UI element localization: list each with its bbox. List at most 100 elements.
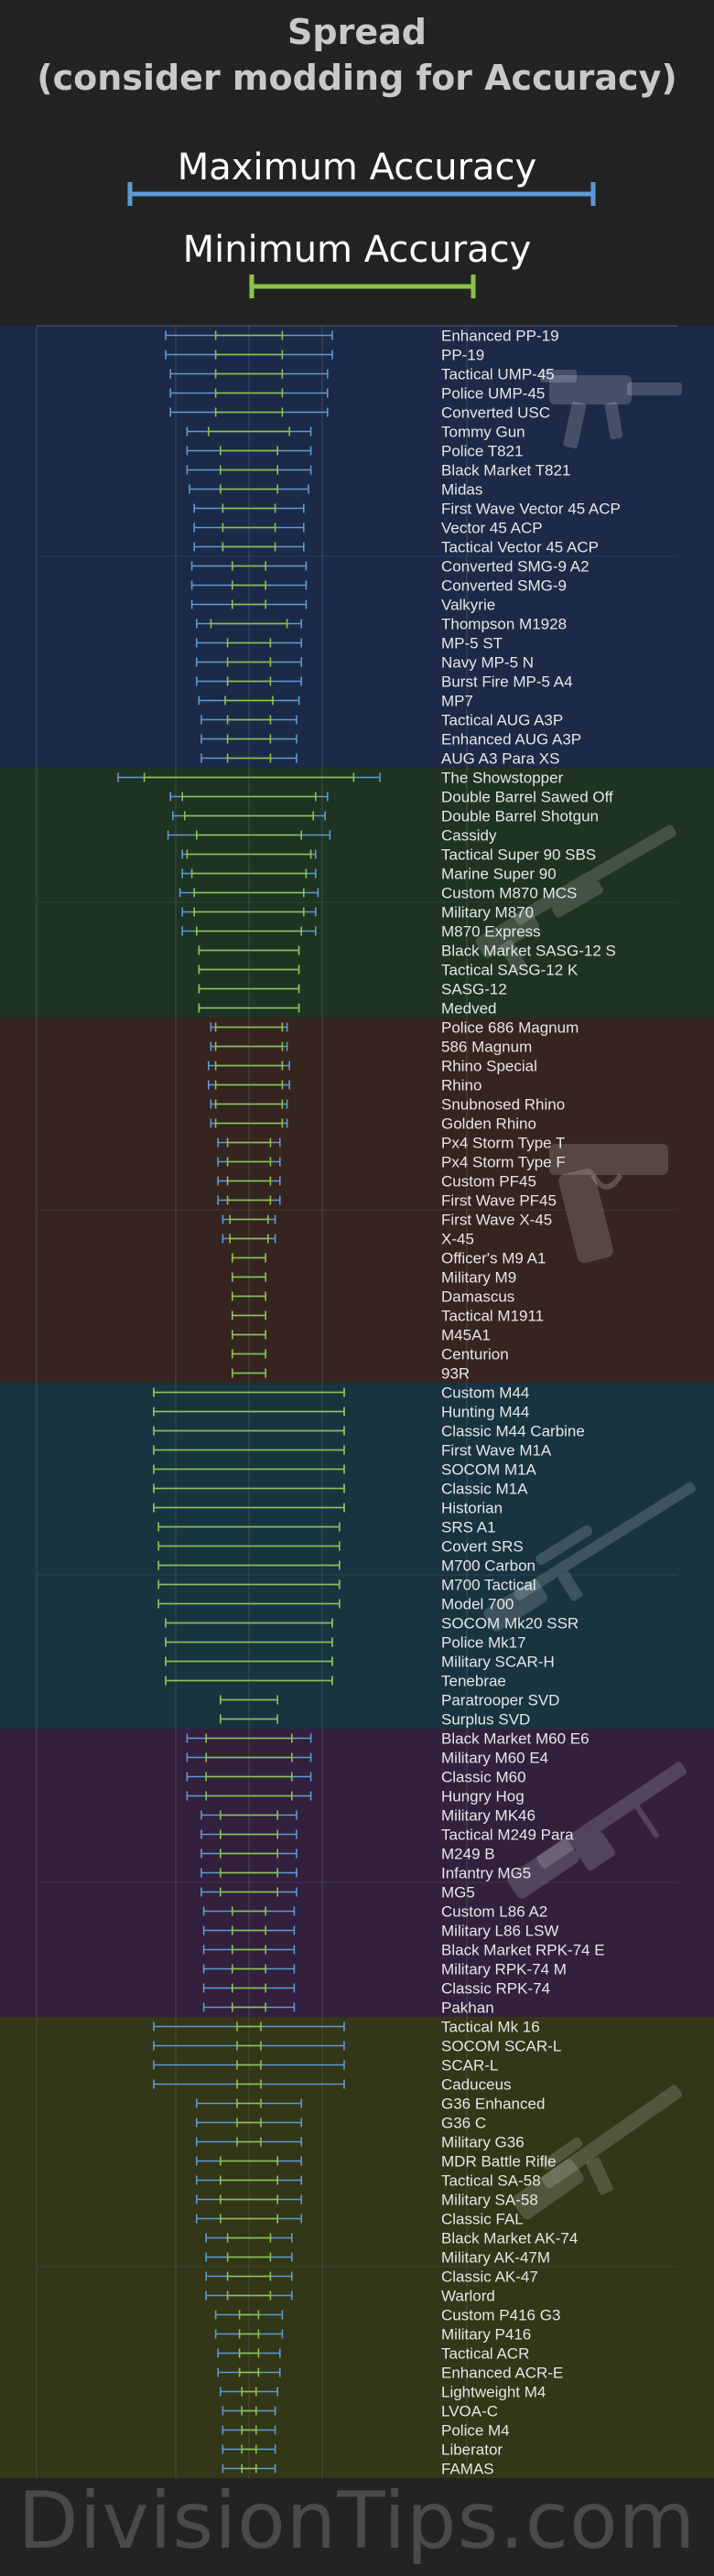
minimum-accuracy-bar-custom-l86-a2 [232,1906,267,1916]
minimum-accuracy-bar-hungry-hog [205,1791,293,1801]
weapon-label-lvoa-c: LVOA-C [441,2403,498,2420]
weapon-label-tactical-m1911: Tactical M1911 [441,1308,544,1325]
weapon-label-black-market-t821: Black Market T821 [441,462,570,480]
minimum-accuracy-bar-model-700 [157,1599,341,1609]
weapon-label-officer-s-m9-a1: Officer's M9 A1 [441,1250,546,1267]
minimum-accuracy-bar-93r [232,1368,267,1378]
weapon-label-x-45: X-45 [441,1231,474,1248]
assault-rifle-silhouette-icon [512,2085,683,2220]
minimum-accuracy-bar-m249-b [220,1848,279,1859]
minimum-accuracy-bar-military-m60-e4 [205,1752,293,1762]
minimum-accuracy-bar-custom-pf45 [226,1176,272,1186]
weapon-label-first-wave-x-45: First Wave X-45 [441,1212,552,1229]
minimum-accuracy-bar-tactical-acr [238,2348,260,2358]
minimum-accuracy-bar-covert-srs [157,1541,341,1551]
weapon-label-sasg-12: SASG-12 [441,981,507,998]
minimum-accuracy-bar-tactical-m1911 [232,1310,267,1320]
weapon-label-historian: Historian [441,1500,503,1517]
weapon-label-police-t821: Police T821 [441,443,523,460]
weapon-label-rhino-special: Rhino Special [441,1058,537,1075]
minimum-accuracy-bar-first-wave-vector-45-acp [222,503,276,513]
weapon-label-rhino: Rhino [441,1077,481,1094]
minimum-accuracy-bar-pp-19 [214,350,284,360]
minimum-accuracy-bar-military-m9 [232,1272,267,1282]
minimum-accuracy-bar-g36-enhanced [236,2098,262,2108]
footer-watermark: DivisionTips.com [17,2475,697,2567]
weapon-label-military-m9: Military M9 [441,1269,516,1287]
weapon-label-custom-p416-g3: Custom P416 G3 [441,2307,560,2324]
minimum-accuracy-bar-military-rpk-74-m [232,1964,267,1974]
weapon-label-military-ak-47m: Military AK-47M [441,2249,550,2267]
minimum-accuracy-bar-surplus-svd [220,1714,279,1724]
category-band-smg [0,326,714,768]
minimum-accuracy-bar-custom-m870-mcs [193,888,305,898]
weapon-label-586-magnum: 586 Magnum [441,1039,532,1056]
minimum-accuracy-bar-lightweight-m4 [241,2387,257,2397]
minimum-accuracy-bar-px4-storm-type-t [226,1137,272,1148]
minimum-accuracy-bar-mg5 [220,1887,279,1897]
minimum-accuracy-bar-m700-tactical [157,1579,341,1590]
weapon-label-military-m870: Military M870 [441,904,534,922]
weapon-label-black-market-m60-e6: Black Market M60 E6 [441,1730,590,1748]
minimum-accuracy-bar-socom-mk20-ssr [165,1618,333,1628]
smg-silhouette-icon [540,370,682,449]
weapon-label-converted-smg-9-a2: Converted SMG-9 A2 [441,558,590,576]
weapon-label-black-market-ak-74: Black Market AK-74 [441,2230,578,2247]
sniper-rifle-silhouette-icon [483,1482,696,1632]
weapon-label-classic-ak-47: Classic AK-47 [441,2269,538,2286]
minimum-accuracy-bar-midas [220,484,279,494]
weapon-label-the-showstopper: The Showstopper [441,770,564,787]
minimum-accuracy-bar-police-t821 [220,446,279,456]
weapon-label-aug-a3-para-xs: AUG A3 Para XS [441,750,559,768]
weapon-label-tenebrae: Tenebrae [441,1673,506,1690]
weapon-label-tactical-aug-a3p: Tactical AUG A3P [441,712,563,729]
weapon-label-classic-rpk-74: Classic RPK-74 [441,1980,550,1998]
weapon-label-centurion: Centurion [441,1346,509,1363]
minimum-accuracy-bar-police-ump-45 [214,388,284,398]
minimum-accuracy-bar-srs-a1 [157,1522,341,1532]
weapon-label-police-686-magnum: Police 686 Magnum [441,1019,579,1037]
minimum-accuracy-bar-hunting-m44 [153,1407,345,1417]
weapon-label-hungry-hog: Hungry Hog [441,1788,525,1805]
minimum-accuracy-bar-snubnosed-rhino [214,1099,284,1109]
weapon-label-damascus: Damascus [441,1288,514,1306]
minimum-accuracy-bar-military-g36 [236,2137,262,2147]
weapon-label-burst-fire-mp-5-a4: Burst Fire MP-5 A4 [441,674,573,691]
minimum-accuracy-bar-classic-m60 [205,1772,293,1782]
minimum-accuracy-bar-tactical-mk-16 [236,2021,262,2032]
minimum-accuracy-bar-black-market-ak-74 [226,2233,272,2243]
minimum-accuracy-bar-rhino-special [214,1061,284,1071]
weapon-label-socom-m1a: SOCOM M1A [441,1461,537,1479]
weapon-label-enhanced-acr-e: Enhanced ACR-E [441,2365,563,2382]
weapon-label-px4-storm-type-t: Px4 Storm Type T [441,1135,565,1152]
minimum-accuracy-bar-tactical-sa-58 [220,2175,279,2185]
weapon-label-srs-a1: SRS A1 [441,1519,496,1536]
weapon-label-surplus-svd: Surplus SVD [441,1711,530,1729]
weapon-label-police-m4: Police M4 [441,2422,510,2440]
minimum-accuracy-bar-golden-rhino [214,1118,284,1128]
weapon-label-warlord: Warlord [441,2288,495,2305]
minimum-accuracy-bar-military-mk46 [220,1810,279,1820]
weapon-label-tactical-super-90-sbs: Tactical Super 90 SBS [441,846,596,864]
minimum-accuracy-bar-px4-storm-type-f [226,1157,272,1167]
minimum-accuracy-bar-liberator [241,2444,257,2454]
weapon-label-thompson-m1928: Thompson M1928 [441,616,567,633]
minimum-accuracy-bar-military-scar-h [165,1656,333,1666]
minimum-accuracy-bar-classic-m44-carbine [153,1426,345,1436]
minimum-accuracy-bar-enhanced-pp-19 [214,330,284,340]
minimum-accuracy-bar-scar-l [236,2060,262,2070]
weapon-label-mg5: MG5 [441,1884,475,1902]
minimum-accuracy-bar-infantry-mg5 [220,1868,279,1878]
minimum-accuracy-bar-enhanced-acr-e [238,2367,260,2377]
weapon-label-m45a1: M45A1 [441,1327,491,1344]
minimum-accuracy-bar-mp-5-st [226,638,272,648]
weapon-label-custom-pf45: Custom PF45 [441,1173,536,1191]
legend-marker-minimum-accuracy [249,275,476,298]
weapon-label-tactical-sa-58: Tactical SA-58 [441,2172,541,2190]
weapon-label-tactical-acr: Tactical ACR [441,2345,529,2363]
weapon-label-pp-19: PP-19 [441,347,484,364]
minimum-accuracy-bar-converted-usc [214,407,284,417]
minimum-accuracy-bar-vector-45-acp [222,523,276,533]
legend-marker-maximum-accuracy [127,182,596,206]
legend-label-maximum-accuracy: Maximum Accuracy [177,146,537,189]
